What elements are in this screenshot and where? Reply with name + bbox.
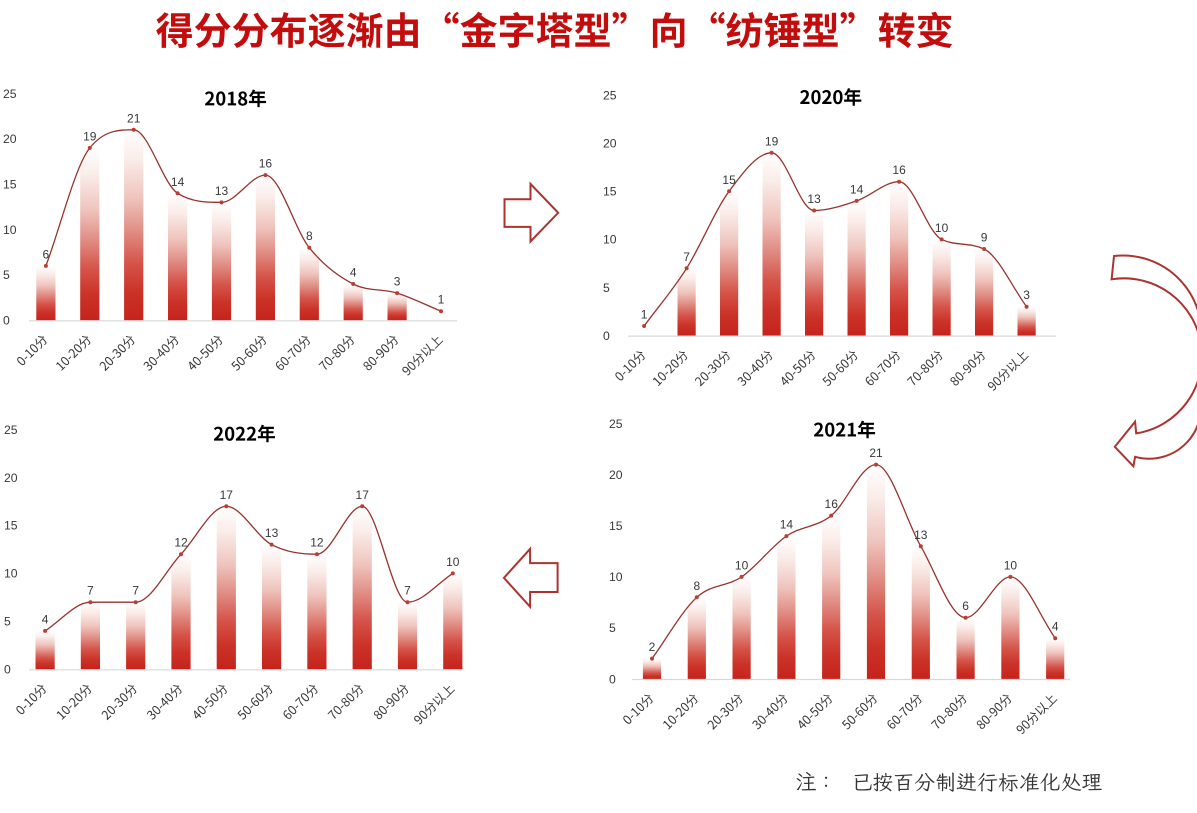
svg-text:0: 0 [3,314,10,328]
svg-text:20: 20 [603,137,617,151]
svg-text:16: 16 [825,497,839,511]
svg-text:10: 10 [446,555,460,569]
svg-text:7: 7 [132,584,139,598]
svg-text:15: 15 [4,519,18,533]
svg-text:14: 14 [171,175,185,189]
svg-text:20: 20 [4,471,18,485]
svg-text:9: 9 [981,231,988,245]
svg-text:20: 20 [609,468,623,482]
svg-text:14: 14 [850,182,864,196]
svg-text:3: 3 [1023,288,1030,302]
svg-text:10: 10 [735,558,749,572]
svg-text:5: 5 [3,268,10,282]
svg-text:13: 13 [914,528,928,542]
svg-text:10: 10 [609,570,623,584]
svg-text:0: 0 [4,663,11,677]
svg-text:7: 7 [683,250,690,264]
svg-text:13: 13 [807,192,821,206]
svg-text:12: 12 [310,536,324,550]
svg-text:4: 4 [1052,620,1059,634]
svg-text:25: 25 [4,423,18,437]
svg-text:4: 4 [350,266,357,280]
svg-text:13: 13 [215,184,229,198]
svg-text:20: 20 [3,132,17,146]
svg-text:4: 4 [42,612,49,626]
svg-text:0: 0 [603,329,610,343]
svg-text:21: 21 [869,446,883,460]
svg-text:17: 17 [356,488,370,502]
svg-text:19: 19 [83,129,97,143]
svg-text:16: 16 [892,163,906,177]
svg-text:21: 21 [127,111,141,125]
svg-text:15: 15 [609,519,623,533]
svg-text:8: 8 [693,579,700,593]
svg-text:10: 10 [935,221,949,235]
svg-text:5: 5 [603,281,610,295]
svg-text:10: 10 [1004,558,1018,572]
svg-text:25: 25 [3,87,17,101]
svg-text:17: 17 [220,488,234,502]
svg-text:1: 1 [641,308,648,322]
svg-text:6: 6 [43,247,50,261]
svg-text:14: 14 [780,518,794,532]
svg-text:16: 16 [259,157,273,171]
svg-text:12: 12 [174,536,188,550]
svg-text:1: 1 [438,293,445,307]
svg-text:5: 5 [4,615,11,629]
svg-text:5: 5 [609,621,616,635]
svg-text:13: 13 [265,526,279,540]
svg-text:3: 3 [394,275,401,289]
svg-text:6: 6 [962,599,969,613]
svg-text:10: 10 [4,567,18,581]
svg-text:10: 10 [3,223,17,237]
svg-text:25: 25 [609,417,623,431]
svg-text:15: 15 [603,185,617,199]
svg-text:8: 8 [306,229,313,243]
svg-text:10: 10 [603,233,617,247]
svg-text:25: 25 [603,88,617,102]
svg-text:15: 15 [3,178,17,192]
svg-text:19: 19 [765,134,779,148]
svg-text:7: 7 [404,584,411,598]
svg-text:0: 0 [609,672,616,686]
svg-text:15: 15 [722,173,736,187]
svg-text:7: 7 [87,584,94,598]
svg-text:2: 2 [649,640,656,654]
